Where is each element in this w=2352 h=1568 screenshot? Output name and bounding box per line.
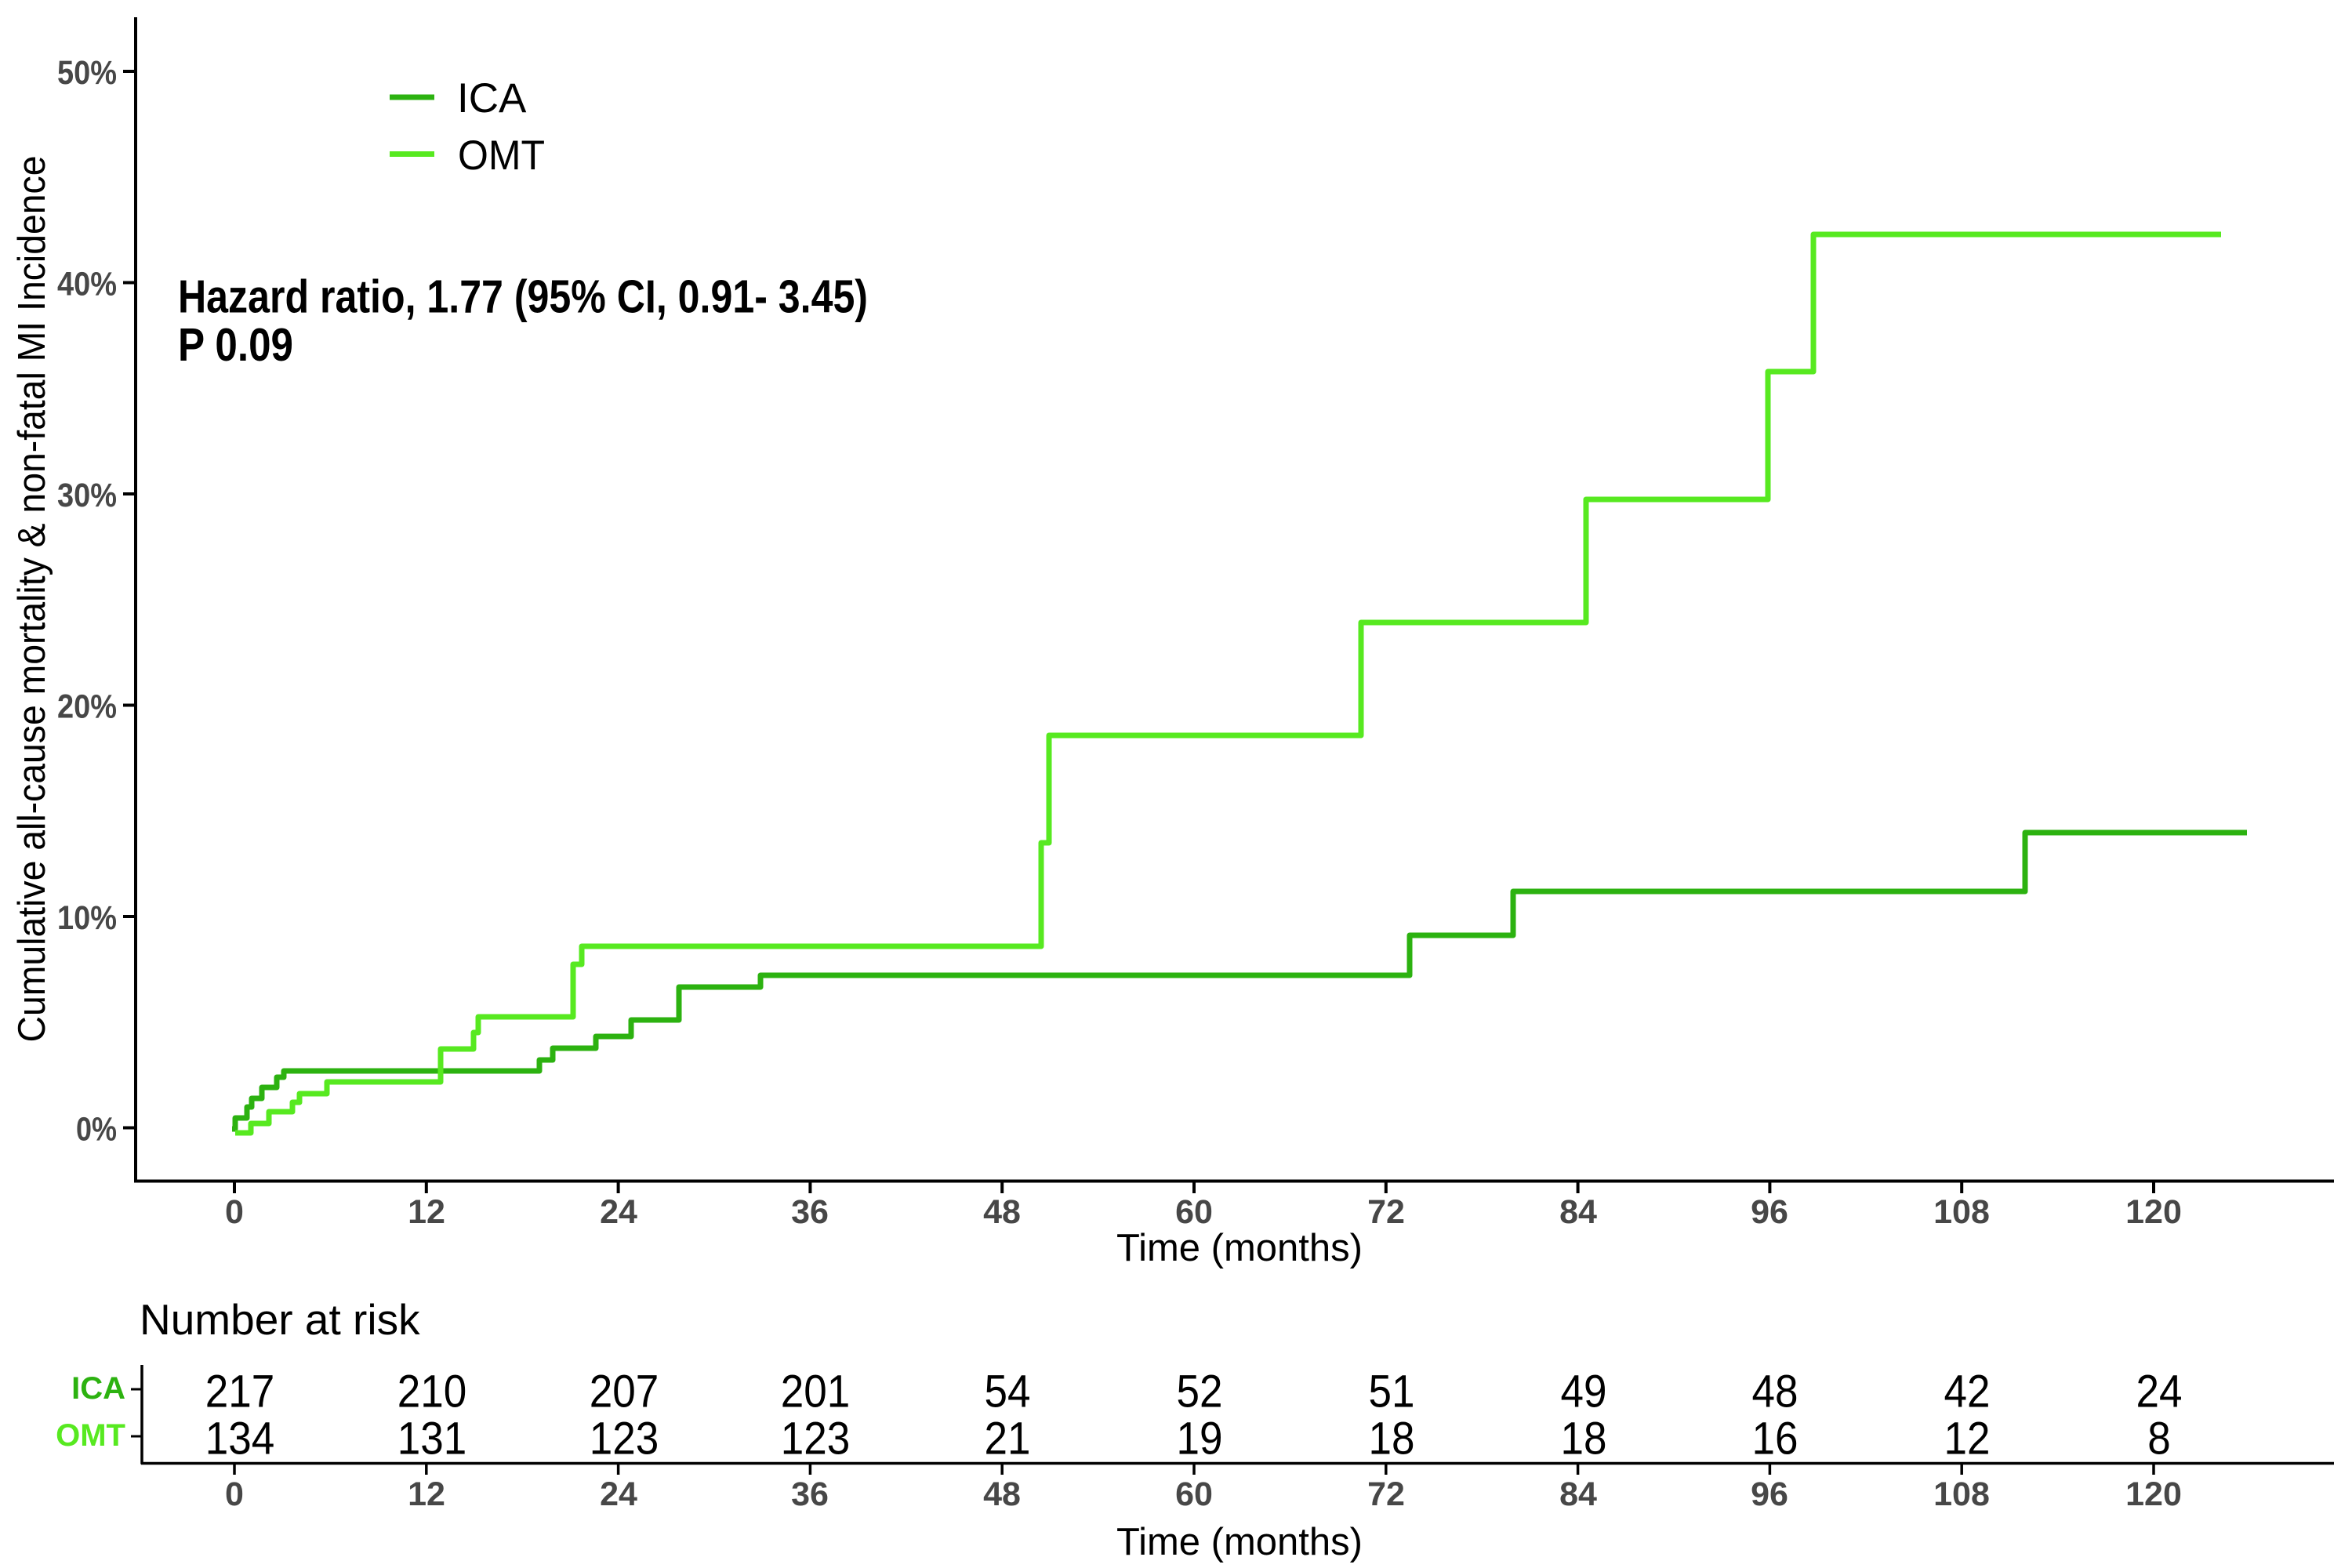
svg-text:12: 12 xyxy=(1944,1414,1991,1465)
svg-text:0: 0 xyxy=(225,1193,244,1231)
svg-text:201: 201 xyxy=(781,1367,851,1417)
svg-text:P 0.09: P 0.09 xyxy=(178,319,293,371)
svg-text:120: 120 xyxy=(2125,1475,2182,1513)
svg-text:108: 108 xyxy=(1933,1475,1990,1513)
svg-text:96: 96 xyxy=(1751,1193,1788,1231)
svg-text:21: 21 xyxy=(985,1414,1031,1465)
svg-text:52: 52 xyxy=(1177,1367,1223,1417)
svg-text:123: 123 xyxy=(781,1414,851,1465)
svg-text:ICA: ICA xyxy=(71,1371,125,1406)
svg-text:108: 108 xyxy=(1933,1193,1990,1231)
svg-text:51: 51 xyxy=(1369,1367,1415,1417)
svg-text:131: 131 xyxy=(397,1414,467,1465)
svg-text:54: 54 xyxy=(985,1367,1031,1417)
svg-text:Number at risk: Number at risk xyxy=(140,1295,420,1344)
svg-text:8: 8 xyxy=(2147,1414,2171,1465)
svg-text:ICA: ICA xyxy=(457,75,527,122)
svg-text:18: 18 xyxy=(1561,1414,1607,1465)
svg-text:10%: 10% xyxy=(57,899,117,937)
svg-text:96: 96 xyxy=(1751,1475,1788,1513)
svg-text:24: 24 xyxy=(600,1475,637,1513)
svg-text:72: 72 xyxy=(1367,1475,1405,1513)
svg-text:Time (months): Time (months) xyxy=(1116,1227,1363,1269)
svg-text:42: 42 xyxy=(1944,1367,1991,1417)
svg-text:30%: 30% xyxy=(57,477,117,514)
svg-text:48: 48 xyxy=(983,1475,1021,1513)
svg-text:84: 84 xyxy=(1559,1475,1597,1513)
svg-text:OMT: OMT xyxy=(458,132,545,179)
svg-text:36: 36 xyxy=(791,1475,829,1513)
svg-text:24: 24 xyxy=(600,1193,637,1231)
svg-text:50%: 50% xyxy=(57,54,117,92)
svg-text:12: 12 xyxy=(408,1475,445,1513)
svg-text:24: 24 xyxy=(2136,1367,2183,1417)
svg-text:40%: 40% xyxy=(57,266,117,303)
svg-text:19: 19 xyxy=(1177,1414,1223,1465)
svg-text:207: 207 xyxy=(590,1367,659,1417)
svg-text:210: 210 xyxy=(397,1367,467,1417)
svg-text:Hazard ratio, 1.77 (95% CI, 0.: Hazard ratio, 1.77 (95% CI, 0.91- 3.45) xyxy=(178,271,868,323)
svg-text:60: 60 xyxy=(1175,1475,1213,1513)
svg-text:0%: 0% xyxy=(76,1111,117,1149)
svg-text:18: 18 xyxy=(1369,1414,1415,1465)
svg-text:Time (months): Time (months) xyxy=(1116,1521,1363,1563)
svg-text:OMT: OMT xyxy=(56,1418,125,1453)
svg-text:60: 60 xyxy=(1175,1193,1213,1231)
svg-text:Cumulative all-cause mortality: Cumulative all-cause mortality & non-fat… xyxy=(11,156,53,1043)
svg-text:120: 120 xyxy=(2125,1193,2182,1231)
svg-text:72: 72 xyxy=(1367,1193,1405,1231)
svg-text:16: 16 xyxy=(1752,1414,1798,1465)
svg-text:36: 36 xyxy=(791,1193,829,1231)
svg-text:84: 84 xyxy=(1559,1193,1597,1231)
svg-text:217: 217 xyxy=(205,1367,275,1417)
svg-text:0: 0 xyxy=(225,1475,244,1513)
svg-text:134: 134 xyxy=(205,1414,275,1465)
svg-text:48: 48 xyxy=(983,1193,1021,1231)
svg-text:48: 48 xyxy=(1752,1367,1798,1417)
svg-text:12: 12 xyxy=(408,1193,445,1231)
svg-text:20%: 20% xyxy=(57,688,117,726)
svg-text:123: 123 xyxy=(590,1414,659,1465)
svg-text:49: 49 xyxy=(1561,1367,1607,1417)
